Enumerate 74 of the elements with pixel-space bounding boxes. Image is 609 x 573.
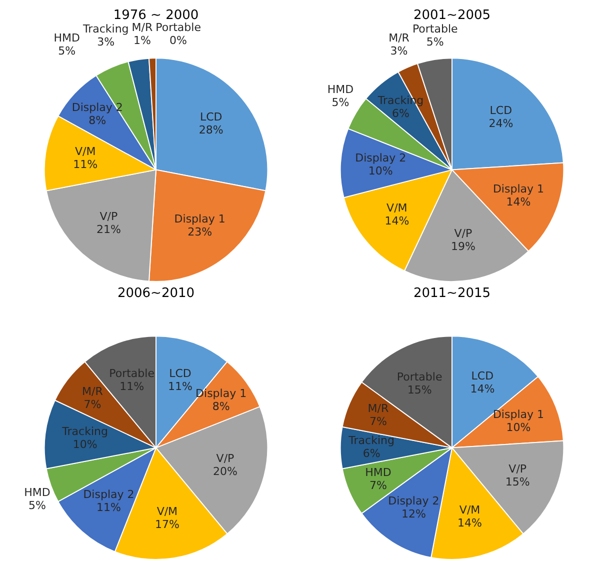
data-label: 8%	[212, 400, 230, 413]
data-label: 8%	[88, 114, 106, 128]
slice-label: Display 2	[388, 494, 440, 508]
slice-label: V/M	[459, 503, 480, 516]
data-label: 1%	[133, 34, 151, 47]
slice-label: V/M	[386, 202, 408, 215]
slice-label: V/P	[216, 452, 235, 465]
chart-title: 2006~2010	[117, 286, 195, 302]
data-label: 11%	[168, 380, 192, 393]
data-label: 10%	[368, 164, 393, 178]
slice-label: M/R	[132, 21, 153, 34]
category-label: Portable	[156, 20, 201, 34]
slice-label: V/P	[508, 462, 527, 476]
slice-label: Display 1	[174, 212, 226, 226]
slice-label: Portable	[396, 370, 442, 384]
data-label: 21%	[96, 222, 121, 236]
data-label: 5%	[332, 96, 350, 109]
data-label: 12%	[401, 508, 426, 521]
slice-label: HMD	[365, 466, 392, 480]
slice-label: Tracking	[82, 22, 129, 36]
slice-label: M/R	[82, 384, 104, 398]
slice-label: HMD	[327, 82, 354, 96]
slice-label: LCD	[490, 104, 512, 118]
data-label: 11%	[120, 380, 144, 393]
slice-label: V/M	[156, 504, 178, 518]
data-label: 14%	[384, 214, 410, 228]
slice-label: M/R	[368, 402, 389, 416]
data-label: 11%	[96, 500, 121, 514]
data-label: 3%	[390, 44, 408, 58]
slice-label: Display 2	[83, 488, 134, 501]
slice-label: V/M	[75, 144, 96, 158]
text: 0%	[170, 34, 188, 47]
slice-label: V/P	[100, 210, 118, 223]
data-label: 11%	[73, 158, 98, 171]
data-label: 5%	[58, 44, 76, 58]
data-label: 28%	[198, 124, 224, 137]
slice-label: Portable	[109, 366, 155, 380]
data-label: 7%	[369, 479, 387, 492]
data-label: 19%	[450, 240, 476, 253]
slice-label: V/P	[454, 226, 472, 240]
slice-label: LCD	[200, 110, 222, 124]
data-label: 6%	[392, 107, 410, 120]
slice-label: Portable	[412, 22, 458, 36]
data-label: 24%	[488, 117, 514, 130]
slice-label: Display 2	[72, 101, 123, 114]
slice-label: LCD	[169, 366, 192, 380]
data-label: 5%	[426, 35, 444, 48]
data-label: 17%	[154, 518, 180, 531]
data-label: 10%	[506, 420, 531, 434]
data-label: 20%	[213, 464, 238, 478]
data-label: 10%	[72, 438, 98, 452]
data-label: 6%	[362, 447, 380, 460]
data-label: 14%	[470, 382, 495, 396]
slice-label: M/R	[388, 31, 410, 44]
slice-label: LCD	[471, 369, 494, 382]
slice-label: HMD	[54, 31, 80, 44]
chart-title: 1976 ~ 2000	[113, 8, 199, 24]
chart-title: 2011~2015	[413, 286, 491, 302]
data-label: 14%	[458, 516, 482, 530]
data-label: 15%	[407, 383, 432, 396]
slice-label: HMD	[24, 486, 50, 499]
data-label: 5%	[28, 498, 46, 512]
data-label: 14%	[506, 195, 531, 208]
data-label: 15%	[505, 476, 530, 489]
chart-title: 2001~2005	[413, 8, 491, 24]
slice-label: Tracking	[61, 425, 108, 438]
data-label: 7%	[84, 398, 102, 411]
slice-label: Display 2	[355, 152, 406, 165]
data-label: 23%	[188, 226, 212, 239]
data-label: 3%	[97, 35, 115, 48]
slice-label: Tracking	[348, 434, 394, 448]
slice-label: Display 1	[492, 182, 544, 196]
data-label: 7%	[369, 415, 387, 428]
slice-label: Display 1	[492, 408, 544, 421]
